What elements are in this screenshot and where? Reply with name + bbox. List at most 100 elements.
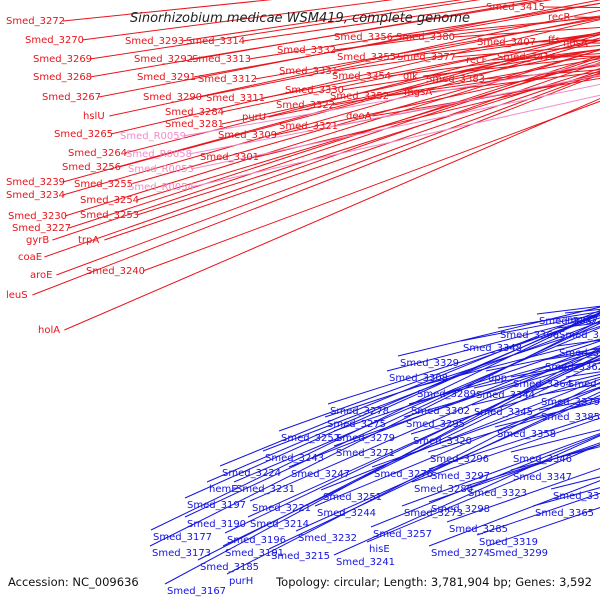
leader-line xyxy=(52,56,600,241)
forward-gene-label: Smed_3265 xyxy=(54,129,113,140)
reverse-gene-label: Smed_3387 xyxy=(539,316,598,327)
leader-line xyxy=(190,0,553,60)
leader-line xyxy=(118,37,600,168)
reverse-gene-label: Smed_3274 xyxy=(431,548,490,559)
leader-line xyxy=(372,77,600,117)
reverse-gene-label: Smed_3278 xyxy=(330,406,389,417)
forward-gene-label: glk xyxy=(403,71,418,82)
leader-line xyxy=(327,317,600,405)
reverse-gene-label: Smed_3271 xyxy=(336,448,395,459)
forward-gene-label: Smed_3267 xyxy=(42,92,101,103)
label-leader-lines xyxy=(32,0,600,585)
forward-gene-label: Smed_3312 xyxy=(198,74,257,85)
leader-line xyxy=(254,18,600,80)
leader-line xyxy=(221,39,600,125)
reverse-gene-label: Smed_3196 xyxy=(227,535,286,546)
forward-gene-label: recF xyxy=(466,55,488,66)
forward-gene-label: Smed_3272 xyxy=(6,16,65,27)
reverse-gene-label: Smed_3295 xyxy=(406,419,465,430)
reverse-gene-label: purH xyxy=(229,576,253,587)
leader-line xyxy=(62,34,600,183)
reverse-gene-label: Smed_3285 xyxy=(449,524,508,535)
forward-gene-label: Smed_3322 xyxy=(276,100,335,111)
forward-gene-label: Smed_3255 xyxy=(74,179,133,190)
forward-gene-label: Smed_3356 xyxy=(334,32,393,43)
reverse-gene-label: Smed_3362 xyxy=(545,362,600,373)
forward-gene-label: Smed_3331 xyxy=(279,66,338,77)
forward-gene-label: Smed_3314 xyxy=(186,36,245,47)
reverse-gene-label: Smed_3191 xyxy=(225,548,284,559)
leader-line xyxy=(536,305,600,315)
leader-line xyxy=(314,387,600,507)
reverse-gene-label: Smed_3319 xyxy=(479,537,538,548)
leader-line xyxy=(335,75,600,127)
leader-line xyxy=(288,345,600,468)
reverse-gene-label: Smed_3329 xyxy=(400,358,459,369)
reverse-gene-label: Smed_3366 xyxy=(500,330,559,341)
reverse-gene-label: Smed_3177 xyxy=(153,532,212,543)
reverse-gene-label: Smed_3364 xyxy=(513,379,572,390)
reverse-gene-label: Smed_3167 xyxy=(167,586,226,597)
reverse-gene-label: Smed_3379 xyxy=(541,397,600,408)
leader-line xyxy=(142,100,600,272)
forward-gene-label: holA xyxy=(38,325,60,336)
forward-gene-label: Smed_3354 xyxy=(332,71,391,82)
reverse-gene-label: hisE xyxy=(369,544,390,555)
leader-line xyxy=(222,361,600,547)
forward-gene-label: Smed_3383 xyxy=(426,74,485,85)
forward-gene-label: Smed_3269 xyxy=(33,54,92,65)
forward-gene-label: Smed_3264 xyxy=(68,148,127,159)
reverse-gene-label: Smed_3257 xyxy=(373,529,432,540)
leader-line xyxy=(564,308,600,314)
leader-line xyxy=(56,72,600,276)
reverse-gene-label: Smed_3381 xyxy=(559,348,600,359)
leader-line xyxy=(184,322,600,518)
reverse-gene-label: Smed_3323 xyxy=(468,488,527,499)
forward-gene-label: Smed_3414 xyxy=(497,52,556,63)
leader-line xyxy=(333,15,600,51)
forward-gene-label: Smed_3290 xyxy=(143,92,202,103)
forward-gene-label: ffs xyxy=(548,35,560,46)
leader-line xyxy=(278,314,600,432)
reverse-gene-label: Smed_3185 xyxy=(200,562,259,573)
reverse-gene-label: Smed_3244 xyxy=(317,508,376,519)
reverse-gene-label: Smed_3232 xyxy=(298,533,357,544)
leader-line xyxy=(164,349,600,585)
accession-text: Accession: NC_009636 xyxy=(8,575,139,589)
reverse-gene-label: Smed_3344 xyxy=(476,390,535,401)
leader-line xyxy=(249,348,600,502)
reverse-gene-label: Smed_3280 xyxy=(414,484,473,495)
gene-labels: Smed_3272 Smed_3270 Smed_3269 Smed_3268 Smed… xyxy=(6,2,600,597)
leader-line xyxy=(181,0,463,42)
leader-line xyxy=(268,391,600,550)
leader-line xyxy=(242,0,533,42)
forward-gene-label: Smed_3321 xyxy=(279,121,338,132)
leader-line xyxy=(333,340,600,432)
leader-line xyxy=(32,73,600,296)
leader-line xyxy=(262,33,600,99)
leader-line xyxy=(274,63,600,136)
reverse-gene-label: Smed_3289 xyxy=(417,389,476,400)
leader-line xyxy=(150,312,600,531)
leader-line xyxy=(62,0,273,22)
leader-line xyxy=(89,0,481,60)
rna-gene-label: Smed_R0058 xyxy=(126,149,192,160)
leader-line xyxy=(333,351,600,447)
reverse-gene-label: Smed_3345 xyxy=(474,407,533,418)
forward-gene-label: mgsA xyxy=(404,87,432,98)
forward-gene-label: Smed_3268 xyxy=(33,72,92,83)
forward-gene-label: Smed_3240 xyxy=(86,266,145,277)
leader-line xyxy=(366,444,600,543)
forward-gene-label: Smed_3227 xyxy=(12,223,71,234)
leader-line xyxy=(190,83,600,170)
leader-line xyxy=(233,327,600,483)
forward-gene-label: Smed_3301 xyxy=(200,152,259,163)
forward-gene-label: Smed_3380 xyxy=(396,32,455,43)
forward-gene-label: aroE xyxy=(30,270,52,281)
map-title: Sinorhizobium medicae WSM419, complete g… xyxy=(130,11,470,26)
leader-line xyxy=(268,48,600,118)
leader-line xyxy=(497,311,600,329)
reverse-gene-label: Smed_3190 xyxy=(187,519,246,530)
forward-gene-label: Smed_3377 xyxy=(397,52,456,63)
